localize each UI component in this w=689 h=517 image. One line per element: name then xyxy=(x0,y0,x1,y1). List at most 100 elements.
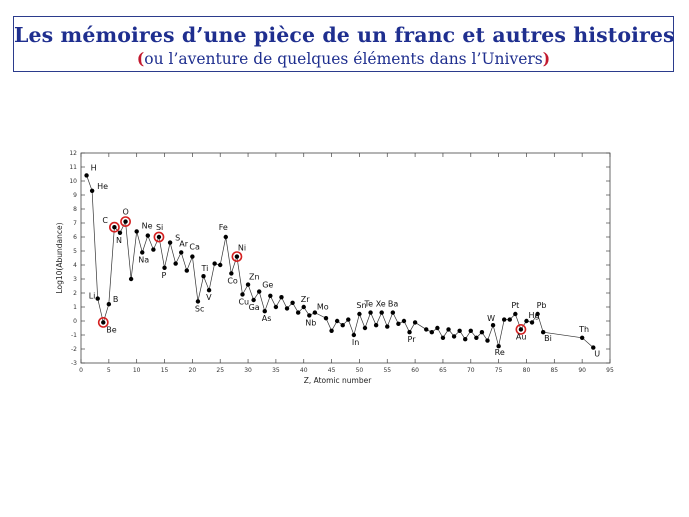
subtitle-open-paren: ( xyxy=(136,49,145,68)
element-label: Be xyxy=(106,325,116,334)
data-point xyxy=(346,317,351,322)
highlight-ring-c xyxy=(109,221,120,233)
element-label: Xe xyxy=(376,300,386,309)
data-point xyxy=(284,306,290,311)
data-point xyxy=(251,297,256,303)
data-point xyxy=(385,324,390,329)
highlight-ring-au xyxy=(515,323,527,335)
x-tick-label: 95 xyxy=(606,367,614,374)
element-label: Sn xyxy=(356,301,366,310)
x-tick-label: 60 xyxy=(411,367,419,374)
data-point xyxy=(128,276,134,282)
data-point xyxy=(89,188,95,193)
data-point xyxy=(474,335,479,340)
highlight-ring-si xyxy=(153,231,165,243)
element-label: Ne xyxy=(142,221,153,230)
data-point xyxy=(446,327,451,332)
data-point xyxy=(357,311,362,317)
x-tick-label: 35 xyxy=(272,367,280,374)
element-label: Au xyxy=(516,332,527,341)
data-point xyxy=(496,344,501,349)
data-point xyxy=(463,337,468,342)
data-point xyxy=(591,345,596,350)
highlight-ring-be xyxy=(97,316,109,328)
element-label: Co xyxy=(227,276,238,285)
y-tick-label: -2 xyxy=(71,346,77,353)
data-point xyxy=(212,261,217,266)
data-point xyxy=(101,320,106,325)
data-point xyxy=(529,320,535,325)
data-point xyxy=(162,265,167,270)
element-label: Fe xyxy=(219,223,228,232)
data-point xyxy=(329,328,334,333)
highlight-ring-o xyxy=(120,216,131,227)
x-tick-label: 25 xyxy=(216,367,224,374)
data-point xyxy=(145,233,151,238)
data-point xyxy=(334,318,340,324)
data-point xyxy=(524,318,529,324)
data-point xyxy=(312,310,318,315)
data-point xyxy=(256,289,262,294)
data-point xyxy=(151,247,156,252)
data-point xyxy=(156,234,162,240)
y-tick-label: 7 xyxy=(73,220,77,227)
element-label: Pt xyxy=(511,301,519,310)
y-tick-label: 6 xyxy=(73,234,77,241)
data-point xyxy=(134,229,139,234)
element-label: O xyxy=(123,208,129,217)
x-tick-label: 0 xyxy=(79,367,83,374)
x-axis-label: Z, Atomic number xyxy=(304,376,373,385)
y-tick-label: 5 xyxy=(73,248,77,255)
y-tick-label: 1 xyxy=(73,304,77,311)
plot-frame xyxy=(80,152,611,364)
element-label: As xyxy=(262,314,272,323)
x-tick-label: 45 xyxy=(328,367,336,374)
x-tick-label: 80 xyxy=(523,367,531,374)
x-tick-label: 30 xyxy=(244,367,252,374)
x-tick-label: 15 xyxy=(161,367,169,374)
data-point xyxy=(502,317,507,322)
element-label: Ar xyxy=(179,239,188,248)
data-point xyxy=(579,335,585,340)
data-point xyxy=(451,334,457,339)
element-label: Pb xyxy=(537,301,547,310)
element-label: Ca xyxy=(189,243,200,252)
element-label: Th xyxy=(578,325,589,334)
data-point xyxy=(295,310,301,315)
slide-title: Les mémoires d’une pièce de un franc et … xyxy=(14,23,675,47)
element-label: Pr xyxy=(408,335,417,344)
element-label: Sc xyxy=(195,304,204,313)
x-tick-label: 90 xyxy=(578,367,586,374)
data-point xyxy=(223,234,228,240)
x-tick-label: 65 xyxy=(439,367,447,374)
data-point xyxy=(84,173,89,178)
element-label: Ba xyxy=(388,300,398,309)
element-label: C xyxy=(102,216,108,225)
element-label: Hg xyxy=(528,311,539,320)
element-label: Ge xyxy=(262,281,273,290)
y-axis-label: Log10(Abundance) xyxy=(55,222,64,293)
data-point xyxy=(123,219,128,224)
y-tick-label: 9 xyxy=(73,192,77,199)
element-label: Si xyxy=(156,223,163,232)
element-label: P xyxy=(162,271,167,280)
y-tick-label: 10 xyxy=(69,178,77,185)
x-tick-label: 85 xyxy=(550,367,558,374)
element-label: Bi xyxy=(544,334,552,343)
data-point xyxy=(485,338,490,343)
data-point xyxy=(535,311,540,317)
data-point xyxy=(507,317,512,322)
y-tick-label: 2 xyxy=(73,290,77,297)
data-point xyxy=(290,300,295,305)
element-label: Re xyxy=(495,348,505,357)
data-point xyxy=(190,254,195,259)
y-tick-label: -1 xyxy=(71,332,77,339)
element-label: Nb xyxy=(305,318,316,327)
data-point xyxy=(262,309,267,314)
data-point xyxy=(407,330,412,335)
data-point xyxy=(468,328,473,333)
data-point xyxy=(140,250,145,255)
data-point xyxy=(112,225,117,230)
data-point xyxy=(379,310,384,315)
x-tick-label: 10 xyxy=(133,367,141,374)
